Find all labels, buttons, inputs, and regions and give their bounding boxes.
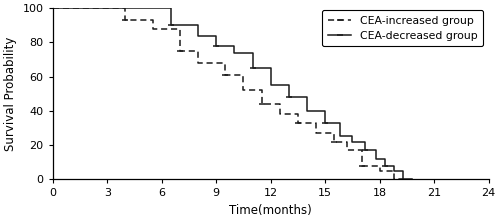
CEA-increased group bbox=[195, 50, 201, 52]
CEA-decreased group bbox=[168, 7, 174, 10]
CEA-increased group bbox=[332, 132, 338, 134]
CEA-increased group bbox=[177, 50, 183, 52]
CEA-increased group bbox=[295, 113, 301, 116]
CEA-decreased group bbox=[400, 169, 406, 172]
CEA-increased group bbox=[258, 103, 264, 105]
CEA-decreased group bbox=[400, 178, 406, 181]
CEA-decreased group bbox=[392, 169, 398, 172]
CEA-increased group bbox=[376, 169, 382, 172]
CEA-increased group bbox=[240, 74, 246, 76]
CEA-decreased group bbox=[232, 51, 237, 54]
CEA-increased group bbox=[150, 19, 156, 21]
Line: CEA-increased group: CEA-increased group bbox=[53, 8, 404, 179]
CEA-increased group bbox=[277, 113, 283, 116]
CEA-decreased group bbox=[350, 140, 356, 143]
CEA-increased group bbox=[392, 178, 398, 181]
CEA-decreased group bbox=[268, 84, 274, 86]
CEA-increased group bbox=[177, 27, 183, 30]
CEA-increased group bbox=[295, 122, 301, 124]
CEA-increased group bbox=[358, 149, 364, 151]
CEA-decreased group bbox=[392, 164, 398, 167]
CEA-increased group bbox=[222, 74, 228, 76]
CEA-decreased group bbox=[304, 96, 310, 99]
CEA-decreased group bbox=[268, 67, 274, 69]
CEA-decreased group bbox=[373, 157, 379, 160]
CEA-decreased group bbox=[322, 122, 328, 124]
CEA-decreased group bbox=[337, 122, 343, 124]
CEA-increased group bbox=[195, 62, 201, 64]
CEA-increased group bbox=[392, 169, 398, 172]
CEA-increased group bbox=[240, 89, 246, 92]
CEA-increased group bbox=[313, 132, 319, 134]
Y-axis label: Survival Probability: Survival Probability bbox=[4, 36, 17, 151]
CEA-decreased group bbox=[350, 135, 356, 138]
X-axis label: Time(months): Time(months) bbox=[230, 204, 312, 217]
CEA-increased group bbox=[376, 164, 382, 167]
CEA-increased group bbox=[50, 7, 56, 10]
CEA-increased group bbox=[277, 103, 283, 105]
CEA-decreased group bbox=[213, 44, 219, 47]
CEA-decreased group bbox=[250, 67, 256, 69]
CEA-decreased group bbox=[373, 149, 379, 151]
CEA-increased group bbox=[122, 19, 128, 21]
CEA-increased group bbox=[332, 140, 338, 143]
CEA-increased group bbox=[344, 140, 350, 143]
CEA-increased group bbox=[222, 62, 228, 64]
Line: CEA-decreased group: CEA-decreased group bbox=[53, 8, 412, 179]
CEA-decreased group bbox=[250, 51, 256, 54]
CEA-decreased group bbox=[382, 157, 388, 160]
CEA-increased group bbox=[313, 122, 319, 124]
CEA-decreased group bbox=[195, 34, 201, 37]
CEA-decreased group bbox=[362, 149, 368, 151]
CEA-decreased group bbox=[410, 178, 416, 181]
CEA-decreased group bbox=[304, 109, 310, 112]
CEA-increased group bbox=[358, 164, 364, 167]
CEA-decreased group bbox=[168, 24, 174, 27]
CEA-decreased group bbox=[322, 109, 328, 112]
CEA-decreased group bbox=[232, 44, 237, 47]
CEA-increased group bbox=[400, 178, 406, 181]
CEA-decreased group bbox=[195, 24, 201, 27]
CEA-increased group bbox=[344, 149, 350, 151]
CEA-decreased group bbox=[337, 135, 343, 138]
CEA-decreased group bbox=[382, 164, 388, 167]
CEA-increased group bbox=[150, 27, 156, 30]
CEA-decreased group bbox=[50, 7, 56, 10]
CEA-increased group bbox=[258, 89, 264, 92]
CEA-decreased group bbox=[286, 96, 292, 99]
CEA-decreased group bbox=[362, 140, 368, 143]
Legend: CEA-increased group, CEA-decreased group: CEA-increased group, CEA-decreased group bbox=[322, 10, 484, 46]
CEA-increased group bbox=[122, 7, 128, 10]
CEA-decreased group bbox=[213, 34, 219, 37]
CEA-decreased group bbox=[286, 84, 292, 86]
